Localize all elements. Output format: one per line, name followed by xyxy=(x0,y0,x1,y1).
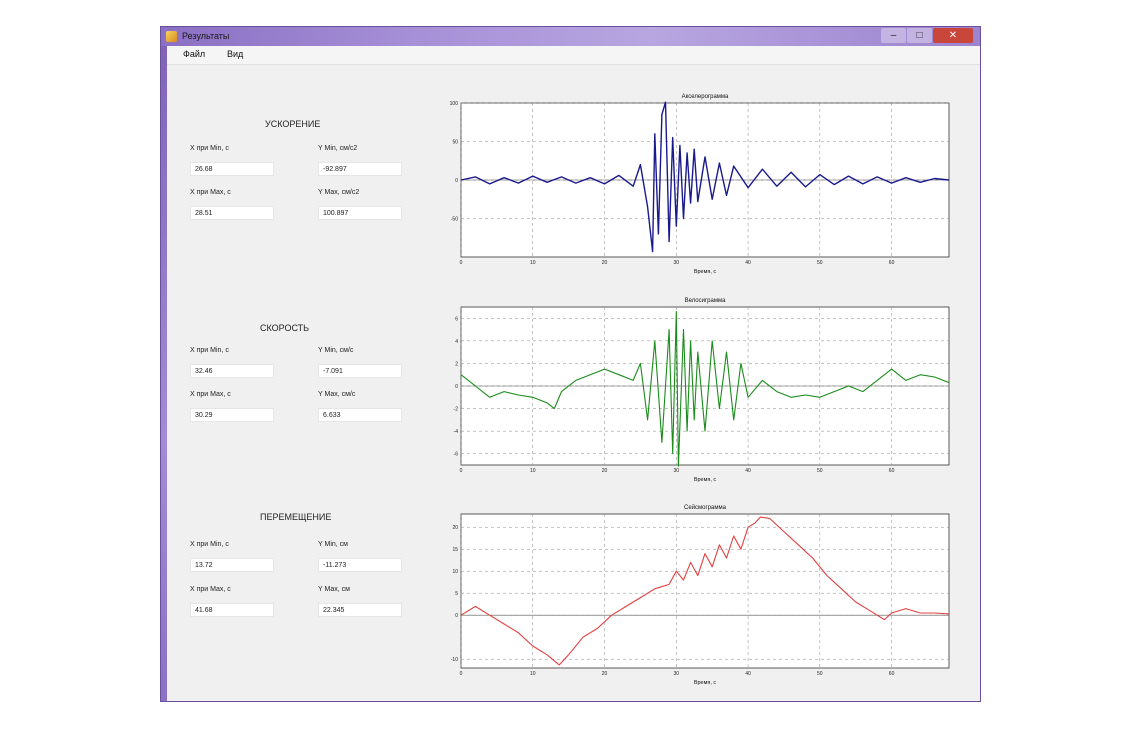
velocity-chart-svg: Велосиграмма 0 10 20 30 40 50 60 -6 -4 -2 0 2 4 6 Время… xyxy=(454,298,950,483)
x-tick-label: 0 xyxy=(460,468,463,474)
y-tick-label: -2 xyxy=(454,407,459,413)
chart-title: Велосиграмма xyxy=(685,298,727,304)
accel-xmin-field[interactable]: 26.68 xyxy=(190,162,274,176)
x-tick-label: 20 xyxy=(602,468,608,474)
accel-ymin-label: Y Min, см/с2 xyxy=(318,145,358,152)
vel-xmax-label: X при Max, с xyxy=(190,391,231,398)
accel-ymax-label: Y Max, см/с2 xyxy=(318,189,360,196)
x-tick-label: 10 xyxy=(530,260,536,266)
vel-xmin-label: X при Min, с xyxy=(190,347,229,354)
vel-ymin-label: Y Min, см/с xyxy=(318,347,354,354)
minimize-button[interactable]: – xyxy=(881,28,906,43)
series-line xyxy=(460,310,950,467)
x-tick-label: 40 xyxy=(745,468,751,474)
disp-ymin-field[interactable]: -11.273 xyxy=(318,558,402,572)
vel-xmin-field[interactable]: 32.46 xyxy=(190,364,274,378)
disp-xmin-label: X при Min, с xyxy=(190,541,229,548)
app-window: Результаты – □ ✕ Файл Вид УСКОРЕНИЕ X пр… xyxy=(161,27,980,701)
menu-view[interactable]: Вид xyxy=(227,49,244,59)
x-tick-label: 50 xyxy=(817,260,823,266)
maximize-button[interactable]: □ xyxy=(907,28,932,43)
x-tick-label: 50 xyxy=(817,671,823,677)
window-title: Результаты xyxy=(182,31,230,41)
window-border xyxy=(161,46,167,701)
x-tick-label: 30 xyxy=(674,671,680,677)
y-tick-label: 0 xyxy=(455,613,458,619)
menu-bar: Файл Вид xyxy=(167,46,980,65)
x-axis-label: Время, с xyxy=(694,269,717,275)
acceleration-chart: Акселерограмма 0 10 20 30 40 50 60 -50 0 50 100 Врем… xyxy=(437,89,957,281)
title-bar[interactable]: Результаты – □ ✕ xyxy=(161,27,980,46)
chart-title: Акселерограмма xyxy=(682,94,729,100)
x-tick-label: 40 xyxy=(745,671,751,677)
x-tick-label: 50 xyxy=(817,468,823,474)
close-button[interactable]: ✕ xyxy=(933,28,973,43)
vel-ymin-field[interactable]: -7.091 xyxy=(318,364,402,378)
plot-area xyxy=(460,513,950,669)
disp-ymax-field[interactable]: 22.345 xyxy=(318,603,402,617)
x-tick-label: 10 xyxy=(530,671,536,677)
x-tick-label: 20 xyxy=(602,671,608,677)
displacement-title: ПЕРЕМЕЩЕНИЕ xyxy=(260,512,332,522)
x-tick-label: 30 xyxy=(674,260,680,266)
vel-ymax-field[interactable]: 6.633 xyxy=(318,408,402,422)
acceleration-chart-svg: Акселерограмма 0 10 20 30 40 50 60 -50 0 50 100 Врем… xyxy=(450,94,950,275)
y-tick-label: 4 xyxy=(455,339,458,345)
x-tick-label: 60 xyxy=(889,671,895,677)
y-tick-label: 10 xyxy=(452,569,458,575)
velocity-chart: Велосиграмма 0 10 20 30 40 50 60 -6 -4 -2 0 2 4 6 Время… xyxy=(437,293,957,489)
y-tick-label: -6 xyxy=(454,452,459,458)
velocity-title: СКОРОСТЬ xyxy=(260,323,310,333)
menu-file[interactable]: Файл xyxy=(183,49,206,59)
disp-xmax-label: X при Max, с xyxy=(190,586,231,593)
y-tick-label: 6 xyxy=(455,316,458,322)
y-tick-label: -4 xyxy=(454,429,459,435)
series-line xyxy=(460,516,950,666)
vel-ymax-label: Y Max, см/с xyxy=(318,391,356,398)
chart-title: Сейсмограмма xyxy=(684,504,727,511)
x-tick-label: 0 xyxy=(460,671,463,677)
y-tick-label: 5 xyxy=(455,591,458,597)
accel-ymin-field[interactable]: -92.897 xyxy=(318,162,402,176)
displacement-chart-svg: Сейсмограмма 0 10 20 30 40 50 60 -10 0 5 10 15 20 Врем… xyxy=(451,504,950,686)
disp-xmin-field[interactable]: 13.72 xyxy=(190,558,274,572)
acceleration-title: УСКОРЕНИЕ xyxy=(265,119,321,129)
y-tick-label: -10 xyxy=(451,657,458,663)
x-tick-label: 20 xyxy=(602,260,608,266)
y-tick-label: 20 xyxy=(452,525,458,531)
x-tick-label: 40 xyxy=(745,260,751,266)
accel-xmax-field[interactable]: 28.51 xyxy=(190,206,274,220)
x-tick-label: 60 xyxy=(889,260,895,266)
disp-ymax-label: Y Max, см xyxy=(318,586,350,593)
y-tick-label: 2 xyxy=(455,361,458,367)
y-tick-label: -50 xyxy=(451,217,458,223)
disp-ymin-label: Y Min, см xyxy=(318,541,348,548)
series-line xyxy=(460,101,950,253)
disp-xmax-field[interactable]: 41.68 xyxy=(190,603,274,617)
y-tick-label: 50 xyxy=(452,140,458,146)
x-tick-label: 10 xyxy=(530,468,536,474)
vel-xmax-field[interactable]: 30.29 xyxy=(190,408,274,422)
x-axis-label: Время, с xyxy=(694,477,717,483)
x-axis-label: Время, с xyxy=(694,680,717,686)
x-tick-label: 30 xyxy=(674,468,680,474)
accel-ymax-field[interactable]: 100.897 xyxy=(318,206,402,220)
x-tick-label: 0 xyxy=(460,260,463,266)
y-tick-label: 15 xyxy=(452,547,458,553)
accel-xmin-label: X при Min, с xyxy=(190,145,229,152)
y-tick-label: 0 xyxy=(455,384,458,390)
displacement-chart: Сейсмограмма 0 10 20 30 40 50 60 -10 0 5 10 15 20 Врем… xyxy=(437,500,957,692)
app-icon xyxy=(166,31,177,42)
y-tick-label: 100 xyxy=(450,101,459,107)
y-tick-label: 0 xyxy=(455,178,458,184)
accel-xmax-label: X при Max, с xyxy=(190,189,231,196)
x-tick-label: 60 xyxy=(889,468,895,474)
